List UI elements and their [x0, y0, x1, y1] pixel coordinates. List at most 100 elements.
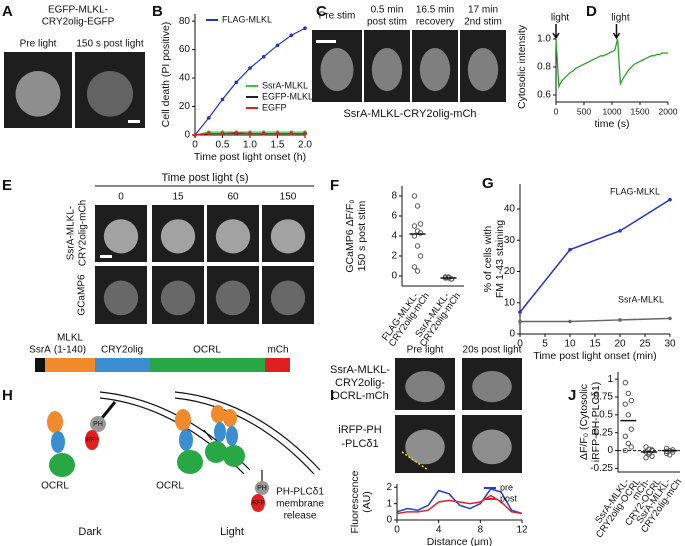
- label: 150 s post light: [76, 39, 143, 50]
- x-tick-label: 25: [639, 339, 651, 350]
- annotation: light: [551, 13, 570, 24]
- y-tick-label: 40: [179, 73, 191, 84]
- ocrl: [205, 441, 227, 463]
- x-tick-label: 30: [664, 339, 676, 350]
- mlkl: [175, 409, 191, 431]
- cell: [215, 280, 251, 316]
- label: CRY2olig-mCh: [78, 200, 89, 267]
- cry2: [214, 422, 226, 442]
- segment: [95, 358, 150, 372]
- y-tick-label: 20: [504, 266, 516, 277]
- legend-label: FLAG-MLKL: [222, 14, 272, 24]
- point: [234, 80, 239, 85]
- y-tick-label: 80: [179, 16, 191, 27]
- point: [622, 433, 629, 439]
- series-line: [555, 38, 668, 90]
- cell: [160, 280, 196, 316]
- point: [411, 264, 418, 270]
- point: [622, 380, 629, 386]
- label: 16.5 min: [416, 5, 454, 16]
- point: [417, 230, 424, 236]
- y-tick-label: 0: [509, 329, 515, 340]
- label: OCRL: [41, 481, 69, 492]
- y-axis-label: Cytosolic intensity: [516, 24, 528, 109]
- point: [289, 33, 294, 38]
- ocrl: [223, 445, 245, 467]
- label: CRY2olig-: [335, 377, 385, 389]
- y-tick-label: 10: [504, 297, 516, 308]
- legend-label: FLAG-MLKL: [610, 186, 660, 196]
- point: [303, 131, 307, 136]
- x-tick-label: 12: [516, 525, 528, 536]
- label: SsrA: [29, 345, 51, 356]
- point: [417, 221, 424, 227]
- label: mCh: [267, 345, 288, 356]
- point: [248, 66, 252, 70]
- label: 20s post light: [463, 345, 522, 356]
- legend-label: post: [500, 493, 518, 503]
- label: Time post light (s): [161, 172, 248, 184]
- point: [518, 319, 522, 324]
- label: SsrA-MLKL-: [66, 206, 77, 260]
- irfp: [85, 430, 99, 450]
- y-tick-label: 2: [386, 482, 392, 493]
- label: PH: [257, 485, 267, 492]
- series-line: [520, 317, 671, 323]
- panel-label: J: [568, 387, 576, 404]
- cry2: [51, 431, 65, 453]
- y-axis-label: ΔF/F₀ (Cytosolic: [578, 384, 590, 460]
- y-tick-label: 0.75: [594, 392, 614, 403]
- y-tick-label: 0: [386, 515, 392, 526]
- label: Pre stim: [319, 11, 356, 22]
- ocrl: [49, 453, 75, 477]
- cell: [160, 219, 196, 254]
- y-tick-label: 2: [391, 251, 397, 262]
- point: [622, 401, 629, 407]
- panel-label: C: [316, 3, 327, 20]
- x-tick-label: 500: [577, 106, 591, 116]
- label: iRFP: [85, 438, 98, 444]
- ph: [90, 416, 106, 432]
- label: 0: [118, 192, 124, 203]
- construct-bar: [35, 358, 290, 372]
- label: MLKL: [57, 333, 84, 344]
- y-tick-label: 4: [391, 231, 397, 242]
- point: [411, 223, 418, 229]
- point: [193, 133, 197, 137]
- point: [625, 440, 632, 447]
- cry2: [179, 429, 193, 451]
- cry2: [226, 426, 238, 446]
- x-tick-label: 10: [564, 339, 576, 350]
- label: PH: [93, 421, 103, 428]
- panel-label: B: [152, 3, 163, 20]
- point: [628, 444, 635, 450]
- x-tick-label: 0: [554, 106, 559, 116]
- x-tick-label: 8: [478, 525, 484, 536]
- cell: [371, 48, 403, 92]
- ocrl: [177, 450, 203, 474]
- cell: [405, 371, 445, 403]
- label: GCaMP6: [77, 274, 88, 316]
- segment: [150, 358, 265, 372]
- cell: [405, 429, 445, 465]
- y-tick-label: 1: [386, 498, 392, 509]
- label: recovery: [416, 17, 454, 28]
- label: EGFP-MLKL-: [48, 5, 108, 16]
- x-tick-label: 5: [542, 339, 548, 350]
- point: [206, 116, 211, 120]
- y-axis-label: (AU): [361, 491, 373, 513]
- point: [289, 131, 294, 136]
- label: 0.5 min: [371, 5, 404, 16]
- membrane: [174, 397, 315, 475]
- x-tick-label: 4: [436, 525, 442, 536]
- annotation: light: [611, 13, 630, 24]
- point: [668, 197, 672, 202]
- series-line: [396, 488, 523, 515]
- scale-bar: [128, 120, 140, 123]
- label: Light: [220, 526, 244, 538]
- point: [414, 268, 421, 274]
- label: CRY2olig: [101, 345, 143, 356]
- y-tick-label: 60: [179, 44, 191, 55]
- point: [628, 397, 635, 404]
- linker: [100, 401, 117, 419]
